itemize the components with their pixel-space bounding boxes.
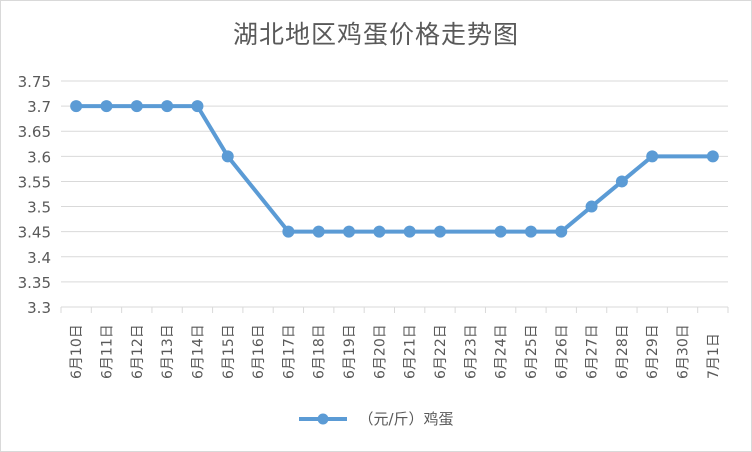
x-tick-label: 6月23日 — [463, 324, 479, 379]
data-point — [221, 150, 234, 163]
x-tick-label: 6月11日 — [99, 324, 115, 379]
y-tick-label: 3.35 — [18, 274, 51, 292]
y-tick-label: 3.65 — [18, 123, 51, 141]
x-tick-label: 6月12日 — [130, 324, 146, 379]
y-tick-label: 3.6 — [27, 148, 51, 166]
y-tick-label: 3.45 — [18, 224, 51, 242]
y-tick-label: 3.5 — [27, 199, 51, 217]
data-point — [130, 100, 143, 113]
data-point — [343, 225, 356, 238]
x-tick-label: 6月18日 — [312, 324, 328, 379]
chart-title: 湖北地区鸡蛋价格走势图 — [232, 20, 519, 49]
x-tick-label: 6月27日 — [585, 324, 601, 379]
series-line — [74, 104, 715, 234]
x-tick-label: 6月24日 — [494, 324, 510, 379]
x-tick-label: 6月21日 — [403, 324, 419, 379]
data-point — [70, 100, 83, 113]
data-point — [706, 150, 719, 163]
y-tick-label: 3.4 — [27, 249, 51, 267]
data-point — [282, 225, 295, 238]
data-point — [615, 175, 628, 188]
x-tick-label: 6月30日 — [676, 324, 692, 379]
x-tick-label: 6月13日 — [160, 324, 176, 379]
data-point — [191, 100, 204, 113]
x-tick-label: 6月20日 — [372, 324, 388, 379]
y-tick-label: 3.3 — [27, 299, 51, 317]
x-tick-label: 6月28日 — [615, 324, 631, 379]
x-tick-label: 6月19日 — [342, 324, 358, 379]
plot-area: 3.3 3.35 3.4 3.45 3.5 3.55 3.6 3.65 3.7 3.75 6月10日… — [18, 73, 729, 379]
data-point — [161, 100, 174, 113]
data-point — [555, 225, 568, 238]
data-point — [524, 225, 537, 238]
data-point — [585, 200, 598, 213]
legend-marker — [299, 413, 348, 424]
x-tick-label: 6月26日 — [554, 324, 570, 379]
data-point — [403, 225, 416, 238]
x-tick-label: 6月17日 — [281, 324, 297, 379]
x-tick-label: 6月22日 — [433, 324, 449, 379]
legend: （元/斤）鸡蛋 — [1, 408, 751, 429]
legend-label: （元/斤）鸡蛋 — [358, 410, 454, 428]
x-tick-label: 6月29日 — [645, 324, 661, 379]
x-tick-label: 6月15日 — [221, 324, 237, 379]
data-point — [100, 100, 113, 113]
data-point — [494, 225, 507, 238]
y-tick-label: 3.55 — [18, 173, 51, 191]
x-tick-label: 7月1日 — [706, 333, 722, 379]
data-point — [312, 225, 325, 238]
x-tick-label: 6月25日 — [524, 324, 540, 379]
data-point — [373, 225, 386, 238]
x-tick-label: 6月14日 — [190, 324, 206, 379]
y-tick-label: 3.75 — [18, 73, 51, 91]
x-tick-label: 6月16日 — [251, 324, 267, 379]
y-tick-label: 3.7 — [27, 98, 51, 116]
x-tick-label: 6月10日 — [69, 324, 85, 379]
data-point — [646, 150, 659, 163]
data-point — [433, 225, 446, 238]
